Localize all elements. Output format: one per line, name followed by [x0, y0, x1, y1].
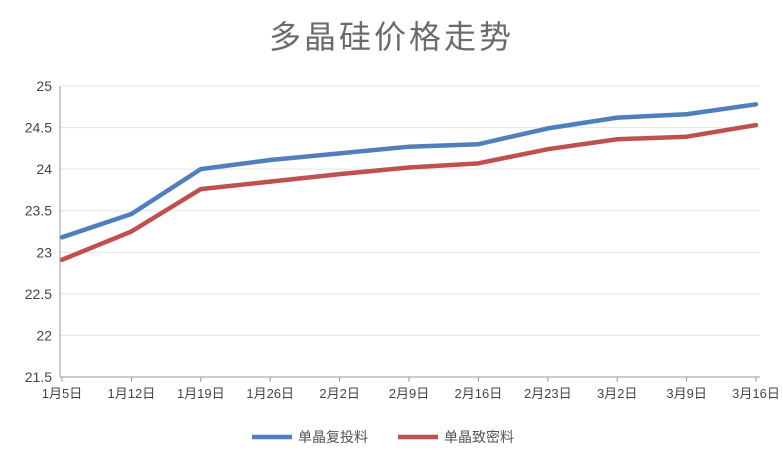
data-point — [684, 112, 689, 117]
x-tick-label: 2月23日 — [524, 386, 572, 401]
y-tick-label: 25 — [36, 78, 52, 94]
data-point — [615, 137, 620, 142]
x-tick-label: 2月9日 — [389, 386, 429, 401]
series-layer — [59, 102, 759, 262]
x-axis-ticks: 1月5日 1月12日 1月19日 1月26日 2月2日 2月9日 2月16日 2月23日 3月2… — [42, 377, 780, 401]
data-point — [406, 165, 412, 170]
x-tick-label: 2月2日 — [319, 386, 359, 401]
y-tick-label: 22.5 — [25, 286, 52, 302]
x-tick-label: 3月2日 — [597, 386, 637, 401]
legend: 单晶复投料 单晶致密料 — [252, 429, 514, 446]
data-point — [337, 171, 342, 177]
y-tick-label: 24.5 — [25, 120, 52, 136]
y-axis-ticks: 25 24.5 24 23.5 23 22.5 22 21.5 — [25, 78, 52, 385]
grid-layer — [59, 85, 760, 378]
y-tick-label: 22 — [36, 327, 52, 343]
data-point — [198, 186, 203, 192]
x-tick-label: 1月19日 — [177, 386, 225, 401]
data-point — [129, 229, 134, 234]
legend-label-2: 单晶致密料 — [444, 429, 514, 446]
legend-label-1: 单晶复投料 — [298, 429, 368, 446]
data-point — [59, 235, 65, 240]
y-tick-label: 23 — [36, 244, 52, 260]
y-tick-label: 21.5 — [25, 369, 52, 385]
x-tick-label: 3月9日 — [666, 386, 706, 401]
data-point — [268, 179, 273, 184]
data-point — [198, 166, 203, 172]
x-tick-label: 1月12日 — [108, 386, 156, 401]
data-point — [545, 146, 550, 152]
chart-title: 多晶硅价格走势 — [269, 18, 514, 56]
data-point — [406, 144, 412, 149]
data-point — [476, 142, 481, 147]
data-point — [337, 151, 342, 156]
data-point — [59, 257, 65, 262]
data-point — [615, 115, 620, 120]
data-point — [545, 126, 550, 131]
data-point — [268, 157, 273, 163]
data-point — [753, 102, 759, 107]
x-tick-label: 1月26日 — [246, 386, 294, 401]
data-point — [476, 161, 481, 166]
x-tick-label: 2月16日 — [455, 386, 503, 401]
series-line-1 — [61, 102, 757, 240]
y-tick-label: 23.5 — [25, 203, 52, 219]
y-tick-label: 24 — [36, 161, 52, 177]
x-tick-label: 1月5日 — [42, 386, 82, 401]
data-point — [129, 211, 134, 217]
data-point — [753, 122, 759, 128]
x-tick-label: 3月16日 — [732, 386, 780, 401]
data-point — [684, 134, 689, 139]
